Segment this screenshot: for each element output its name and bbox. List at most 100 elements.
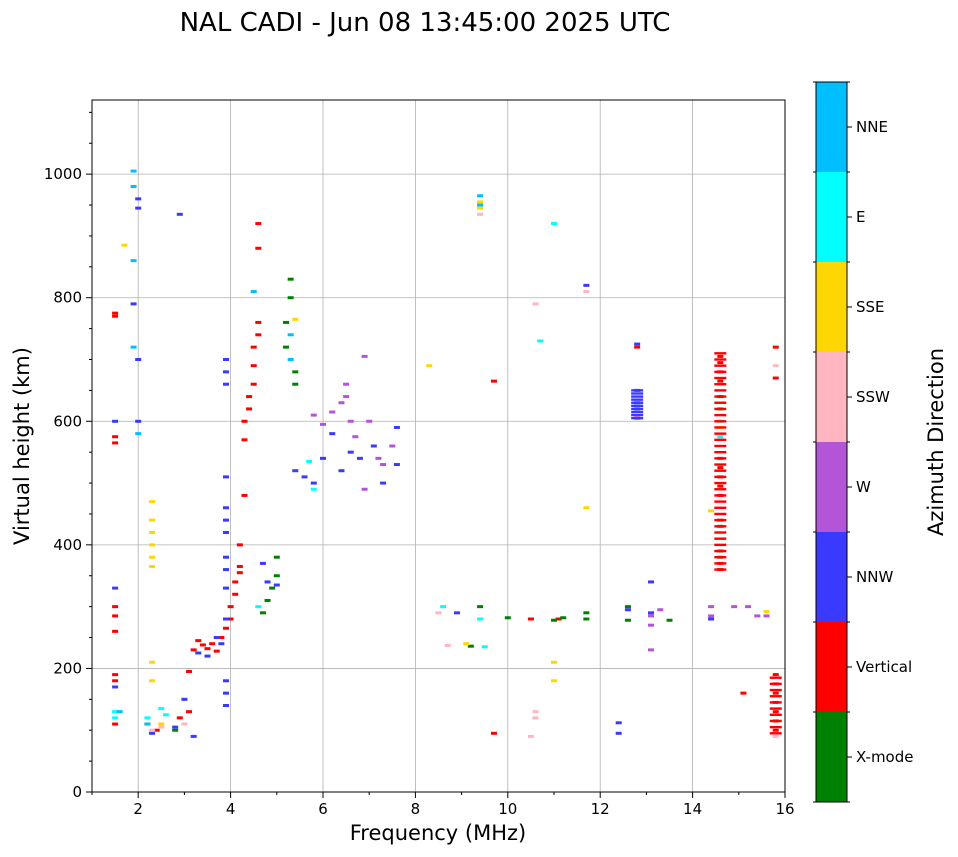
data-point-x-mode — [269, 586, 276, 590]
data-point-nnw — [112, 586, 119, 590]
data-point-nnw — [301, 475, 308, 479]
data-point-sse — [149, 543, 156, 547]
data-band-vertical — [714, 469, 727, 472]
data-point-x-mode — [292, 370, 299, 374]
data-point-w — [648, 614, 655, 618]
data-point-vertical — [250, 345, 257, 349]
data-point-sse — [149, 564, 156, 568]
data-point-vertical — [112, 722, 119, 726]
colorbar-label-nnw: NNW — [856, 568, 893, 586]
data-point-nnw — [149, 731, 156, 735]
data-point-ssw — [527, 734, 534, 738]
data-point-nnw — [176, 212, 183, 216]
colorbar-swatch-e — [816, 172, 847, 262]
data-point-nnw — [583, 283, 590, 287]
data-point-vertical — [250, 382, 257, 386]
data-point-nnw — [195, 651, 202, 655]
data-point-nnw — [135, 206, 142, 210]
data-band-nnw — [631, 395, 644, 398]
data-point-vertical — [227, 617, 234, 621]
data-point-e — [310, 487, 317, 491]
x-axis-ticks: 2 4 6 8 10 12 14 16 — [91, 792, 795, 818]
data-point-sse — [583, 506, 590, 510]
x-axis-label: Frequency (MHz) — [350, 821, 526, 845]
data-band-nnw — [631, 389, 644, 392]
data-point-w — [648, 623, 655, 627]
data-point-vertical — [112, 311, 119, 315]
data-point-e — [255, 605, 262, 609]
data-point-nnw — [347, 450, 354, 454]
data-point-ssw — [435, 611, 442, 615]
data-point-e — [158, 707, 165, 711]
data-point-w — [320, 422, 326, 426]
data-point-nnw — [222, 518, 229, 522]
y-tick-label: 200 — [53, 659, 82, 677]
data-point-w — [352, 435, 359, 439]
data-point-w — [329, 410, 336, 414]
data-points — [112, 169, 782, 738]
data-band-vertical — [714, 494, 727, 497]
colorbar-label: Azimuth Direction — [924, 348, 948, 536]
colorbar-label-w: W — [856, 478, 871, 496]
data-point-nnw — [181, 697, 188, 701]
data-point-nnw — [329, 432, 336, 436]
data-band-vertical — [714, 426, 727, 429]
y-tick-label: 1000 — [44, 165, 82, 183]
data-band-nnw — [631, 410, 644, 414]
data-point-nnw — [222, 475, 229, 479]
y-axis-label: Virtual height (km) — [10, 347, 34, 545]
data-point-ssw — [583, 290, 590, 294]
data-point-w — [763, 614, 770, 618]
data-point-nnw — [393, 463, 400, 467]
data-point-ssw — [532, 710, 539, 714]
chart-title: NAL CADI - Jun 08 13:45:00 2025 UTC — [180, 8, 671, 38]
data-point-e — [440, 605, 447, 609]
data-band-vertical — [769, 732, 782, 735]
colorbar-label-vertical: Vertical — [856, 658, 912, 676]
colorbar-label-e: E — [856, 208, 865, 226]
data-point-e — [537, 339, 544, 343]
data-point-nnw — [264, 580, 271, 584]
data-point-sse — [551, 660, 557, 664]
data-point-x-mode — [283, 345, 290, 349]
data-band-vertical — [714, 562, 727, 565]
x-tick-label: 6 — [318, 800, 328, 818]
data-point-w — [366, 419, 373, 423]
data-band-nnw — [631, 407, 644, 411]
data-point-nnw — [393, 425, 400, 429]
data-point-vertical — [717, 361, 724, 365]
x-tick-label: 14 — [683, 800, 702, 818]
data-point-vertical — [555, 617, 562, 621]
data-point-nne — [477, 194, 484, 198]
data-band-vertical — [714, 376, 727, 380]
data-band-vertical — [714, 500, 727, 503]
data-point-vertical — [772, 691, 779, 695]
data-point-nnw — [453, 611, 460, 615]
colorbar-swatch-w — [816, 442, 847, 532]
data-point-w — [343, 382, 350, 386]
data-point-sse — [149, 518, 156, 522]
data-band-vertical — [714, 364, 727, 367]
data-point-nnw — [222, 704, 229, 707]
data-point-vertical — [490, 379, 497, 383]
colorbar-frame — [815, 81, 848, 803]
data-point-nnw — [634, 342, 641, 346]
x-tick-label: 4 — [226, 800, 236, 818]
colorbar-label-ssw: SSW — [856, 388, 890, 406]
data-band-vertical — [714, 549, 727, 553]
data-point-w — [380, 463, 387, 467]
y-tick-label: 600 — [53, 412, 82, 430]
data-point-vertical — [772, 728, 779, 732]
data-band-vertical — [769, 676, 782, 679]
grid — [92, 100, 785, 792]
data-band-vertical — [769, 713, 782, 716]
data-point-e — [717, 435, 724, 439]
x-tick-label: 12 — [591, 800, 610, 818]
data-point-x-mode — [292, 382, 299, 386]
data-point-w — [657, 608, 664, 612]
data-band-nnw — [631, 401, 644, 404]
data-point-nne — [477, 203, 484, 207]
data-point-sse — [292, 317, 299, 321]
data-point-vertical — [236, 564, 243, 568]
data-point-vertical — [246, 407, 253, 411]
